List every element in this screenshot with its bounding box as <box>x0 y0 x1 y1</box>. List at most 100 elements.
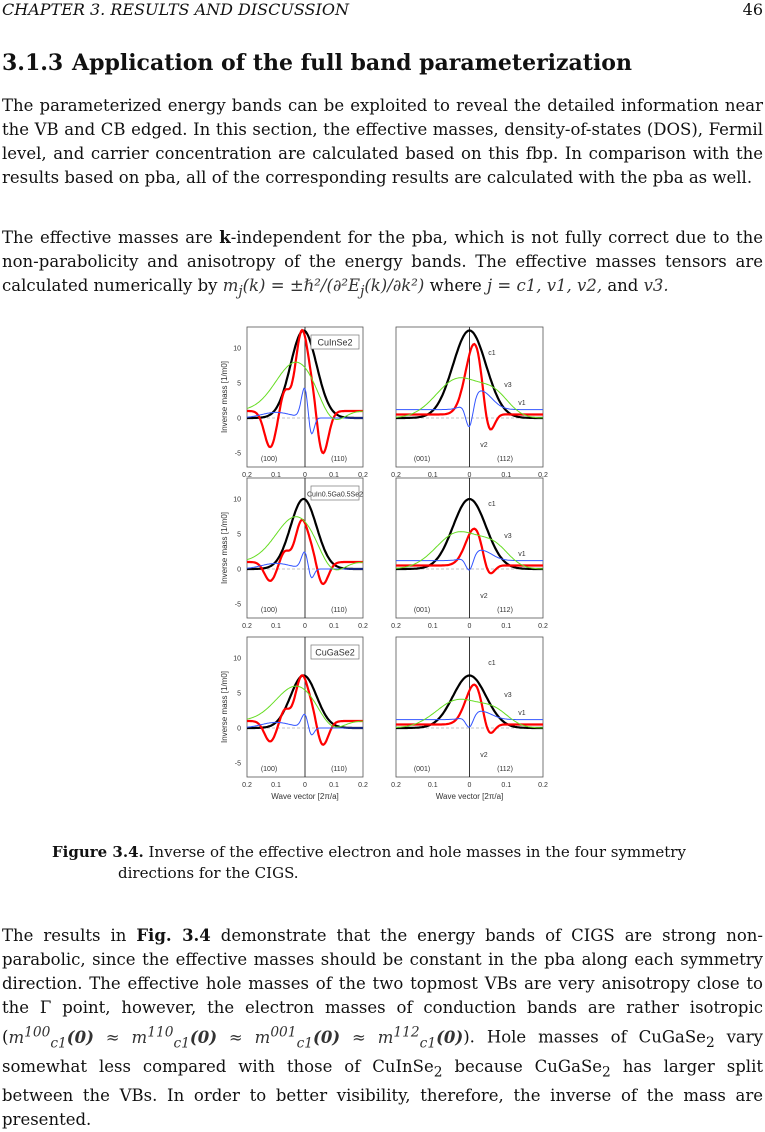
direction-112-label: (112) <box>497 766 513 773</box>
x-tick-label: 0.2 <box>391 623 401 630</box>
band-label-v1: v1 <box>518 551 526 558</box>
material-label-box <box>310 485 360 501</box>
chapter-title: CHAPTER 3. RESULTS AND DISCUSSION <box>2 0 349 19</box>
section-number: 3.1.3 <box>2 50 64 76</box>
x-tick-label: 0.1 <box>428 782 438 789</box>
direction-112-label: (112) <box>497 456 513 463</box>
curve-v3 <box>395 531 543 570</box>
curve-v1 <box>247 328 363 455</box>
x-tick-label: 0 <box>468 782 472 789</box>
band-label-v3: v3 <box>504 692 512 699</box>
figure-3-4: 0.2 0.1 0 0.1 0.2 0.2 0.1 0 0.1 0.2 10 5 0 -5 Inverse … <box>215 315 550 805</box>
y-tick-label: 10 <box>233 346 241 353</box>
y-tick-label: 0 <box>237 726 241 733</box>
direction-100-label: (100) <box>261 607 277 614</box>
x-tick-label: 0.1 <box>271 472 281 479</box>
x-tick-label: 0 <box>303 472 307 479</box>
paragraph-results: The results in Fig. 3.4 demonstrate that… <box>2 926 763 1130</box>
y-tick-label: 5 <box>237 381 241 388</box>
y-axis-label: Inverse mass [1/m0] <box>220 671 229 743</box>
y-tick-label: 10 <box>233 656 241 663</box>
direction-110-label: (110) <box>331 456 347 463</box>
x-tick-label: 0.1 <box>501 623 511 630</box>
band-label-v2: v2 <box>480 593 488 600</box>
x-tick-label: 0.1 <box>428 623 438 630</box>
x-tick-label: 0.2 <box>538 623 548 630</box>
x-tick-label: 0.2 <box>358 472 368 479</box>
x-tick-label: 0.1 <box>428 472 438 479</box>
direction-110-label: (110) <box>331 766 347 773</box>
curve-v3 <box>395 377 544 419</box>
direction-110-label: (110) <box>331 607 347 614</box>
x-tick-label: 0.1 <box>271 782 281 789</box>
x-tick-label: 0.2 <box>391 472 401 479</box>
x-tick-label: 0.1 <box>329 623 339 630</box>
curve-c1 <box>396 329 543 420</box>
band-label-c1: c1 <box>488 501 496 508</box>
curve-v2 <box>246 713 363 736</box>
x-tick-label: 0.2 <box>242 623 252 630</box>
x-tick-label: 0 <box>303 782 307 789</box>
curve-v1 <box>396 683 543 734</box>
mass-formula: mj(k) = ±ℏ²/(∂²Ej(k)/∂k²) <box>222 276 425 300</box>
band-label-v1: v1 <box>518 710 526 717</box>
x-tick-label: 0.1 <box>501 782 511 789</box>
curve-v1 <box>247 674 363 746</box>
y-tick-label: -5 <box>235 602 241 609</box>
x-tick-label: 0 <box>303 623 307 630</box>
band-label-v3: v3 <box>504 382 512 389</box>
y-tick-label: 5 <box>237 691 241 698</box>
mass-relation: m100c1(0) ≈ m110c1(0) ≈ m001c1(0) ≈ m112… <box>8 1024 464 1051</box>
y-tick-label: -5 <box>235 451 241 458</box>
curve-c1 <box>396 674 543 730</box>
section-heading: 3.1.3 Application of the full band parame… <box>2 50 632 76</box>
direction-100-label: (100) <box>261 456 277 463</box>
section-title: Application of the full band parameteriz… <box>72 50 632 76</box>
band-label-v1: v1 <box>518 400 526 407</box>
direction-100-label: (100) <box>261 766 277 773</box>
material-label: CuGaSe2 <box>315 648 355 658</box>
x-tick-label: 0.1 <box>271 623 281 630</box>
x-tick-label: 0 <box>468 623 472 630</box>
x-tick-label: 0.1 <box>329 472 339 479</box>
x-axis-label-right: Wave vector [2π/a] <box>436 792 503 801</box>
y-tick-label: 10 <box>233 497 241 504</box>
band-label-v3: v3 <box>504 533 512 540</box>
curve-v1 <box>247 518 363 586</box>
material-label: CuInSe2 <box>317 338 352 348</box>
x-tick-label: 0.2 <box>538 472 548 479</box>
x-tick-label: 0.2 <box>538 782 548 789</box>
running-header: CHAPTER 3. RESULTS AND DISCUSSION 46 <box>0 0 765 20</box>
band-label-v2: v2 <box>480 752 488 759</box>
direction-001-label: (001) <box>414 607 430 614</box>
x-tick-label: 0.1 <box>329 782 339 789</box>
y-axis-label: Inverse mass [1/m0] <box>220 512 229 584</box>
x-tick-label: 0.2 <box>242 472 252 479</box>
curve-v2 <box>396 710 543 728</box>
curve-v3 <box>246 516 363 571</box>
paragraph-effective-mass: The effective masses are k-independent f… <box>2 228 763 300</box>
y-tick-label: 0 <box>237 567 241 574</box>
x-tick-label: 0.2 <box>358 782 368 789</box>
y-tick-label: -5 <box>235 761 241 768</box>
band-label-c1: c1 <box>488 660 496 667</box>
curve-v3 <box>395 698 543 729</box>
x-axis-label-left: Wave vector [2π/a] <box>271 792 338 801</box>
x-tick-label: 0.2 <box>391 782 401 789</box>
curve-v3 <box>246 361 363 421</box>
band-label-v2: v2 <box>480 442 488 449</box>
curve-v2 <box>246 551 363 579</box>
band-label-c1: c1 <box>488 350 496 357</box>
curve-v3 <box>246 685 364 728</box>
y-tick-label: 5 <box>237 532 241 539</box>
x-tick-label: 0.2 <box>242 782 252 789</box>
y-axis-label: Inverse mass [1/m0] <box>220 361 229 433</box>
material-label-box <box>310 334 360 350</box>
direction-112-label: (112) <box>497 607 513 614</box>
y-tick-label: 0 <box>237 416 241 423</box>
curve-v1 <box>396 342 543 431</box>
material-label-box <box>310 644 360 660</box>
figure-caption: Figure 3.4. Inverse of the effective ele… <box>52 843 686 882</box>
x-tick-label: 0 <box>468 472 472 479</box>
paragraph-intro: The parameterized energy bands can be ex… <box>2 96 763 187</box>
